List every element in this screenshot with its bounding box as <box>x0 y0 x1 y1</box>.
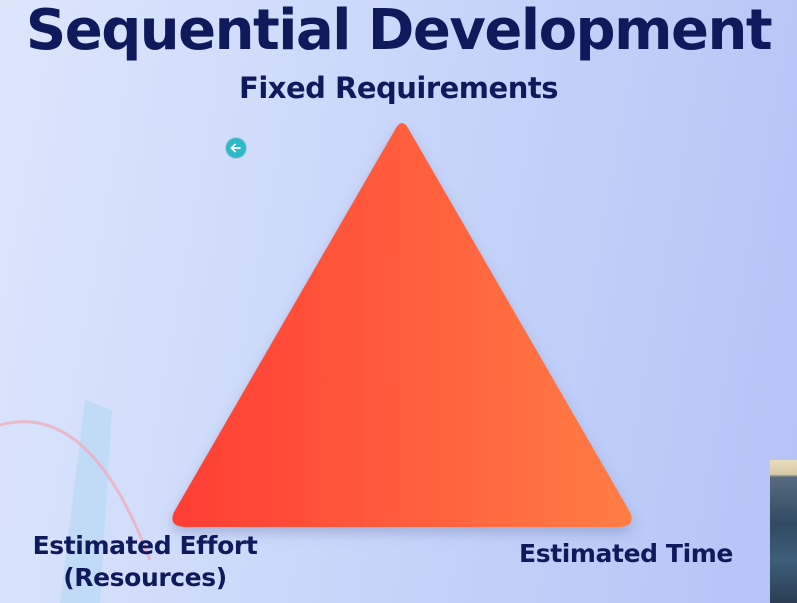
effort-label-line1: Estimated Effort <box>32 531 258 560</box>
effort-label-line2: (Resources) <box>63 563 227 592</box>
decorative-arc <box>0 420 152 561</box>
bottom-right-vertex-label: Estimated Time <box>519 539 733 568</box>
triangle-shape <box>172 123 632 527</box>
side-photo <box>770 460 797 603</box>
arrow-left-circle-icon[interactable] <box>226 138 246 158</box>
decorative-bar <box>60 400 112 603</box>
slide-title: Sequential Development <box>25 0 773 63</box>
top-vertex-label: Fixed Requirements <box>239 71 558 105</box>
bottom-left-vertex-label: Estimated Effort (Resources) <box>14 530 276 594</box>
